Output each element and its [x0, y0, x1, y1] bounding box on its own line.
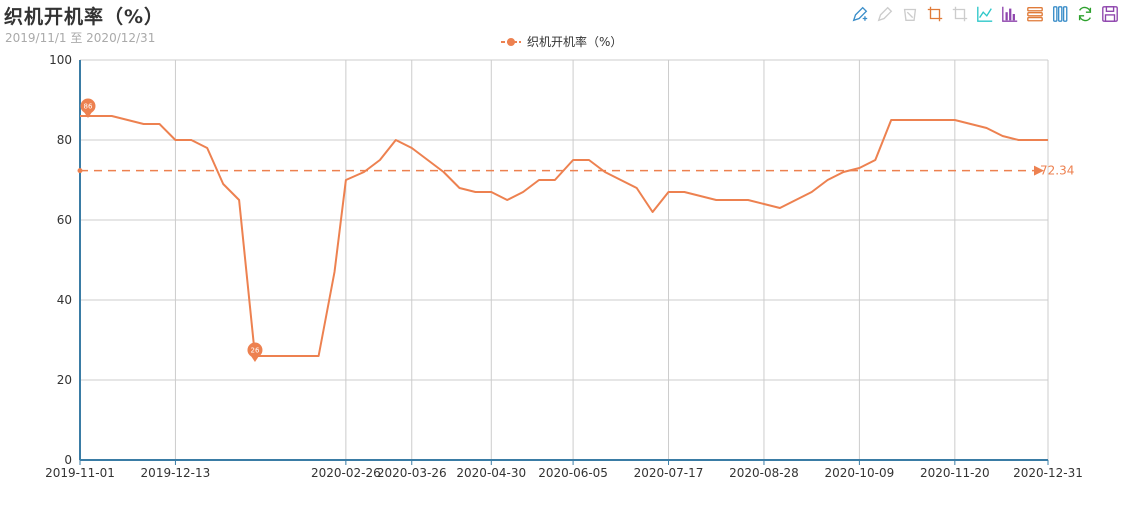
x-tick-label: 2020-06-05 [538, 466, 608, 480]
tiled-icon[interactable] [1050, 4, 1070, 24]
y-tick-label: 40 [57, 293, 72, 307]
axes: 0 20 40 60 80 100 2019-11-01 2019-12-13 2020-02-… [45, 53, 1083, 480]
max-pin-label: 86 [84, 103, 93, 111]
average-line-arrow [1034, 165, 1044, 176]
x-tick-label: 2020-04-30 [456, 466, 526, 480]
x-tick-label: 2020-02-26 [311, 466, 381, 480]
x-tick-label: 2020-03-26 [377, 466, 447, 480]
bar-chart-icon[interactable] [1000, 4, 1020, 24]
mark-undo-icon[interactable] [875, 4, 895, 24]
chart-title: 织机开机率（%） [4, 6, 165, 28]
toolbox [845, 4, 1120, 24]
mark-clear-icon[interactable] [900, 4, 920, 24]
x-tick-label: 2019-12-13 [141, 466, 211, 480]
x-tick-label: 2020-08-28 [729, 466, 799, 480]
average-line-label: 72.34 [1040, 164, 1074, 178]
legend-item[interactable]: 织机开机率（%） [500, 33, 622, 50]
line-chart-icon[interactable] [975, 4, 995, 24]
y-tick-label: 20 [57, 373, 72, 387]
legend-line-icon [501, 37, 521, 46]
series-layer [80, 115, 1048, 357]
y-tick-label: 0 [64, 453, 72, 467]
legend-label: 织机开机率（%） [527, 35, 623, 49]
min-pin [247, 342, 263, 358]
y-tick-label: 100 [49, 53, 72, 67]
stack-icon[interactable] [1025, 4, 1045, 24]
x-tick-label: 2020-07-17 [634, 466, 704, 480]
series-line [80, 115, 1048, 357]
save-image-icon[interactable] [1100, 4, 1120, 24]
min-pin-label: 26 [251, 347, 260, 355]
x-tick-label: 2019-11-01 [45, 466, 115, 480]
x-tick-label: 2020-10-09 [825, 466, 895, 480]
max-pin [80, 98, 96, 114]
x-tick-label: 2020-11-20 [920, 466, 990, 480]
mark-icon[interactable] [850, 4, 870, 24]
mark-layer: 72.34 86 26 [77, 98, 1074, 362]
y-tick-label: 80 [57, 133, 72, 147]
data-zoom-reset-icon[interactable] [950, 4, 970, 24]
x-tick-label: 2020-12-31 [1013, 466, 1083, 480]
data-zoom-icon[interactable] [925, 4, 945, 24]
average-line-start [77, 168, 83, 174]
restore-icon[interactable] [1075, 4, 1095, 24]
chart-subtitle: 2019/11/1 至 2020/12/31 [5, 31, 156, 45]
y-tick-label: 60 [57, 213, 72, 227]
